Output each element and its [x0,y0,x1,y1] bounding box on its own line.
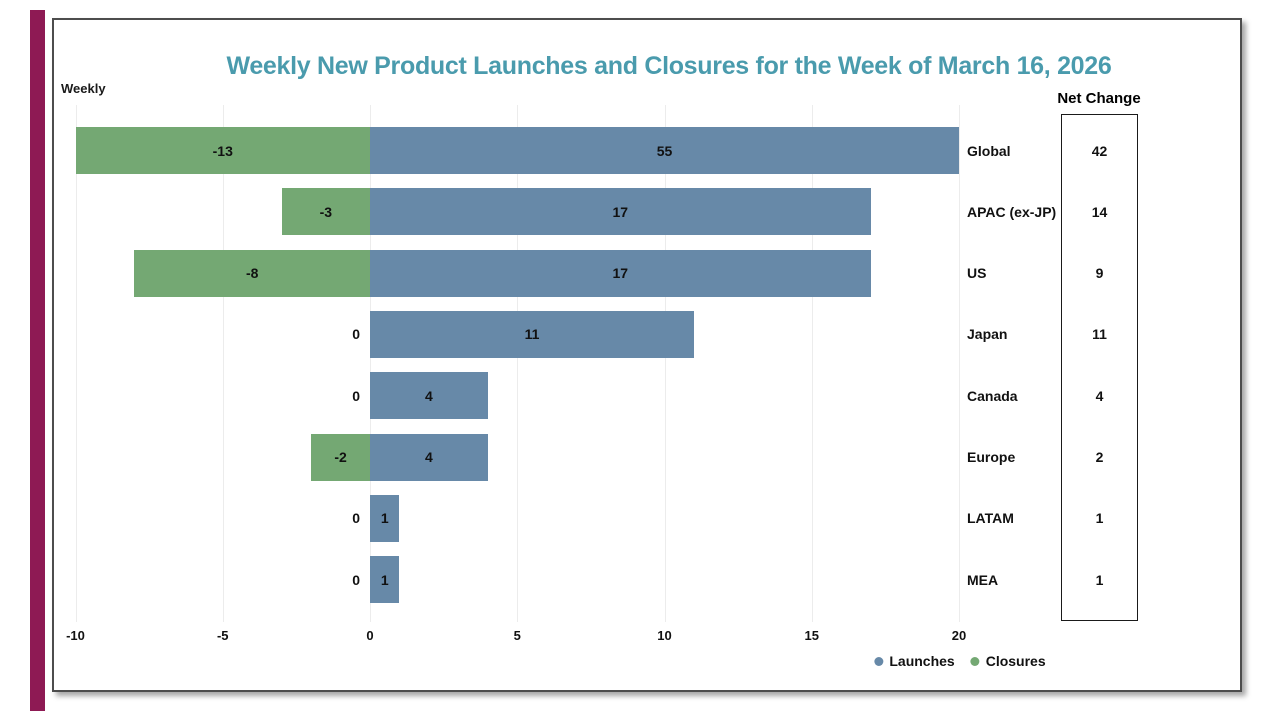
plot-area: -10 -5 0 5 10 15 20 -13 55 Global -3 17 APAC (ex-JP)… [54,20,1240,690]
category-label: Japan [967,326,1008,343]
chart-title: Weekly New Product Launches and Closures… [226,52,1112,80]
legend-label-closures: Closures [985,653,1046,669]
category-label: LATAM [967,510,1014,527]
closures-value-label: -2 [334,449,347,465]
gridline [370,105,371,622]
net-change-value: 2 [1095,449,1104,465]
closures-value-label: -3 [319,203,333,220]
launches-value-label: 55 [656,142,673,159]
chart-frame: Weekly New Product Launches and Closures… [52,18,1242,692]
left-accent-stripe [30,10,45,711]
launches-value-label: 17 [612,265,629,282]
net-change-box [1061,114,1138,621]
x-tick-label: 5 [513,628,521,643]
gridline [517,105,519,622]
net-change-value: 11 [1092,326,1107,343]
gridline [959,105,960,622]
launches-bar [370,249,871,297]
net-change-value: 14 [1091,203,1108,220]
category-label: Canada [967,387,1018,404]
net-change-value: 1 [1095,571,1104,588]
x-tick-label: 10 [657,628,672,643]
net-change-value: 9 [1095,265,1104,282]
weekly-corner-label: Weekly [61,81,106,96]
closures-value-label: 0 [352,387,360,404]
x-tick-label: 20 [951,628,967,643]
net-change-header: Net Change [1057,90,1141,107]
category-label: Global [967,142,1011,159]
closures-value-label: 0 [352,571,360,588]
category-label: US [967,265,987,282]
closures-bar [75,127,370,174]
launches-value-label: 4 [424,387,433,404]
gridline [811,105,813,622]
launches-value-label: 17 [612,203,629,220]
launches-bar [370,433,488,481]
net-change-value: 4 [1095,387,1104,404]
launches-legend-dot [874,656,884,666]
launches-bar [370,372,488,420]
gridline [75,105,77,622]
x-tick-label: 15 [804,628,819,643]
closures-bar [311,433,370,481]
closures-bar [134,249,370,297]
category-label: Europe [967,449,1016,465]
legend: Launches Closures [874,653,1046,669]
launches-bar [370,310,694,358]
x-tick-label: 0 [366,628,374,643]
category-label: APAC (ex-JP) [967,203,1057,220]
closures-value-label: -13 [212,142,233,159]
category-label: MEA [967,571,999,588]
launches-value-label: 11 [524,326,540,343]
closures-value-label: 0 [352,326,360,343]
closures-value-label: -8 [245,265,259,282]
net-change-value: 1 [1095,510,1104,527]
x-tick-label: -5 [216,628,229,643]
closures-legend-dot [970,656,980,666]
launches-value-label: 1 [380,571,389,588]
launches-value-label: 1 [380,510,389,527]
legend-label-launches: Launches [889,653,955,669]
launches-bar [370,127,959,174]
x-tick-label: -10 [66,628,85,643]
launches-value-label: 4 [424,449,433,465]
launches-bar [370,494,400,542]
gridline [664,105,666,622]
net-change-value: 42 [1091,142,1108,159]
launches-bar [370,188,871,236]
launches-bar [370,556,400,604]
gridline [222,105,224,622]
closures-bar [281,188,370,236]
closures-value-label: 0 [352,510,360,527]
